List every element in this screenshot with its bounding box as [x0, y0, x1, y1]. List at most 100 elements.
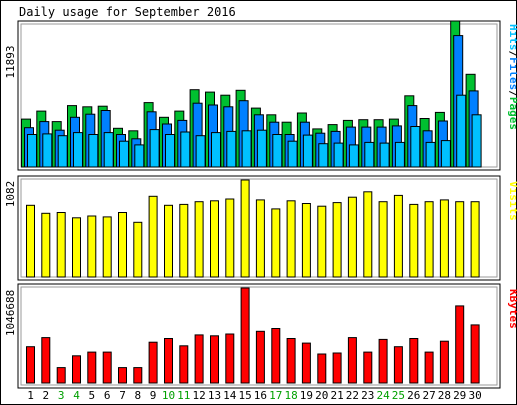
bar-visits-day-2 — [41, 212, 51, 278]
day-label-5: 5 — [88, 389, 95, 402]
bar-visits-day-11 — [179, 203, 189, 278]
bar-pages-day-3 — [57, 135, 68, 168]
day-label-1: 1 — [27, 389, 34, 402]
bar-kbytes-day-22 — [347, 337, 357, 384]
bar-kbytes-day-7 — [118, 367, 127, 384]
bar-kbytes-day-11 — [179, 345, 189, 384]
bar-kbytes-day-8 — [133, 367, 143, 384]
day-label-13: 13 — [208, 389, 221, 402]
bar-pages-day-7 — [119, 140, 129, 168]
bar-pages-day-6 — [103, 132, 114, 168]
bar-kbytes-day-4 — [72, 355, 81, 384]
legend-visits: Visits — [507, 181, 517, 221]
day-label-17: 17 — [269, 389, 282, 402]
day-label-20: 20 — [315, 389, 328, 402]
day-label-9: 9 — [150, 389, 157, 402]
bar-kbytes-day-15 — [240, 287, 250, 384]
bottom-bars — [26, 287, 480, 384]
bar-pages-day-1 — [27, 134, 37, 168]
legend-kbytes: KBytes — [507, 289, 517, 329]
bar-visits-day-26 — [409, 203, 419, 278]
bar-visits-day-15 — [240, 179, 250, 278]
bar-visits-day-23 — [363, 191, 373, 278]
bar-pages-day-25 — [394, 141, 405, 168]
bar-pages-day-20 — [318, 143, 329, 168]
bar-kbytes-day-21 — [332, 352, 342, 384]
bar-visits-day-3 — [56, 212, 66, 278]
day-label-27: 27 — [422, 389, 435, 402]
bar-visits-day-28 — [439, 199, 449, 278]
bar-visits-day-7 — [118, 212, 127, 278]
bar-visits-day-24 — [378, 201, 388, 278]
bar-kbytes-day-23 — [363, 351, 373, 384]
bar-pages-day-8 — [134, 144, 145, 168]
bar-kbytes-day-1 — [26, 346, 35, 384]
day-label-24: 24 — [376, 389, 390, 402]
legend-pages: Pages — [507, 97, 517, 130]
bar-visits-day-21 — [332, 202, 342, 278]
day-label-23: 23 — [361, 389, 374, 402]
bar-pages-day-9 — [149, 129, 160, 168]
top-legend: Hits/Files/Pages — [507, 24, 517, 130]
bar-pages-day-27 — [425, 141, 436, 168]
day-label-30: 30 — [468, 389, 481, 402]
bar-kbytes-day-14 — [225, 333, 235, 384]
bar-visits-day-8 — [133, 221, 143, 278]
bar-kbytes-day-5 — [87, 351, 97, 384]
bar-visits-day-14 — [225, 198, 235, 278]
bar-pages-day-5 — [88, 134, 99, 168]
day-label-14: 14 — [223, 389, 237, 402]
top-ymax-label: 11893 — [4, 45, 17, 78]
bar-pages-day-18 — [287, 140, 298, 168]
legend-files: Files — [507, 57, 517, 90]
day-label-28: 28 — [438, 389, 451, 402]
day-label-10: 10 — [162, 389, 175, 402]
bar-kbytes-day-27 — [424, 351, 434, 384]
bar-visits-day-9 — [148, 195, 158, 278]
bar-visits-day-17 — [271, 208, 281, 278]
day-label-4: 4 — [73, 389, 80, 402]
bar-pages-day-26 — [410, 126, 421, 168]
day-label-22: 22 — [346, 389, 359, 402]
bar-pages-day-23 — [364, 141, 375, 168]
bar-pages-day-19 — [302, 134, 313, 168]
bar-pages-day-22 — [348, 144, 359, 168]
bar-visits-day-13 — [210, 200, 219, 278]
day-label-18: 18 — [284, 389, 297, 402]
bar-visits-day-20 — [317, 205, 327, 278]
bar-pages-day-15 — [241, 130, 252, 168]
bar-visits-day-10 — [164, 204, 173, 278]
middle-legend: Visits — [507, 181, 517, 221]
bar-kbytes-day-13 — [210, 335, 219, 384]
bar-kbytes-day-25 — [393, 346, 403, 384]
bar-kbytes-day-2 — [41, 337, 51, 384]
bar-visits-day-5 — [87, 215, 97, 278]
day-label-11: 11 — [177, 389, 190, 402]
bar-kbytes-day-19 — [301, 342, 311, 384]
bar-pages-day-4 — [73, 132, 83, 168]
bar-pages-day-10 — [165, 134, 175, 168]
bottom-ymax-label: 1046688 — [4, 290, 17, 336]
bar-visits-day-6 — [102, 216, 112, 278]
day-label-8: 8 — [134, 389, 141, 402]
bar-pages-day-24 — [379, 142, 390, 168]
bar-visits-day-25 — [393, 194, 403, 278]
bar-kbytes-day-28 — [439, 340, 449, 384]
bar-visits-day-30 — [470, 201, 480, 278]
day-label-19: 19 — [300, 389, 313, 402]
bar-pages-day-28 — [440, 140, 451, 168]
bar-pages-day-17 — [272, 134, 283, 168]
bar-pages-day-14 — [226, 130, 237, 168]
bar-kbytes-day-29 — [455, 305, 465, 384]
bar-kbytes-day-6 — [102, 351, 112, 384]
day-label-29: 29 — [453, 389, 466, 402]
bar-pages-day-11 — [180, 131, 191, 168]
bar-kbytes-day-10 — [164, 338, 173, 384]
day-label-12: 12 — [192, 389, 205, 402]
bar-visits-day-4 — [72, 217, 81, 278]
bar-kbytes-day-17 — [271, 328, 281, 384]
day-label-26: 26 — [407, 389, 420, 402]
day-label-3: 3 — [58, 389, 65, 402]
